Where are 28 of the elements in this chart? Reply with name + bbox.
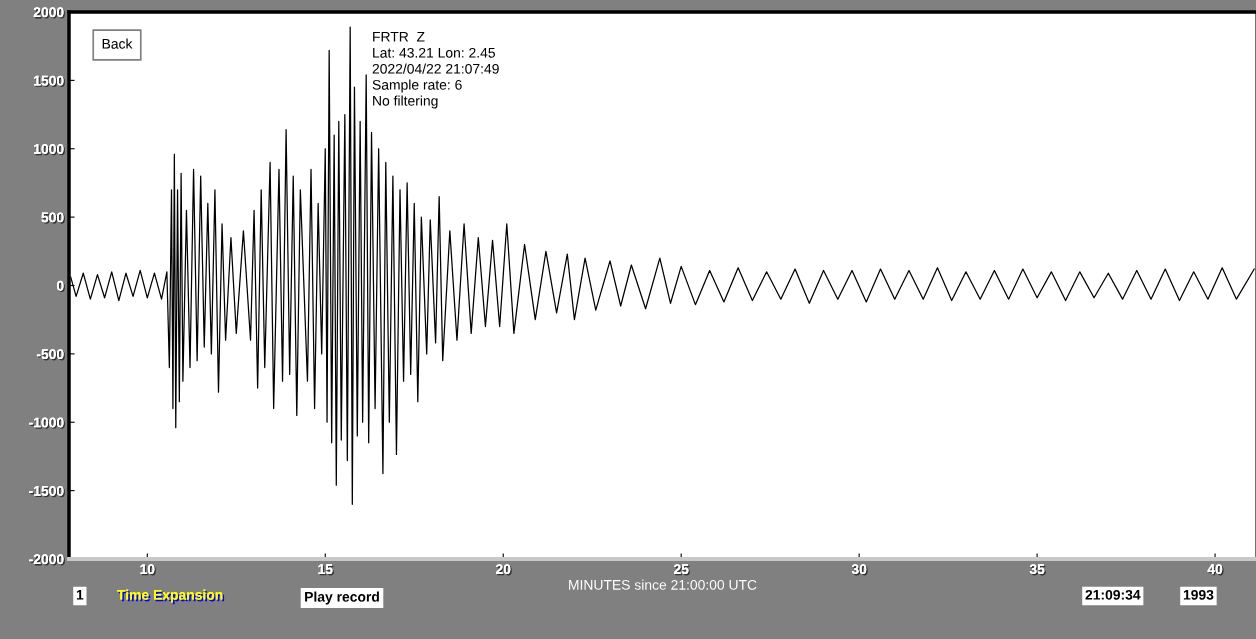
annotation: No filtering (373, 95, 438, 109)
annotation: Back (102, 38, 133, 49)
annotation: Lat: 43.21 Lon: 2.45 (373, 47, 495, 58)
text: Time Expansion (117, 589, 225, 605)
y-tick-label: 0 (56, 280, 65, 293)
y-tick-label: -1000 (29, 417, 65, 429)
y-tick-label: 1000 (34, 144, 65, 156)
text: 1993 (1183, 589, 1214, 600)
x-tick-label: 40 (1207, 564, 1224, 576)
annotation: 2022/04/22 21:07:49 (372, 63, 499, 74)
x-tick-label: 30 (851, 564, 868, 576)
annotation: FRTR Z (373, 32, 425, 42)
text: 21:09:34 (1085, 589, 1141, 600)
x-tick-label: 10 (140, 564, 156, 576)
y-tick-label: -1500 (29, 485, 65, 498)
x-tick-label: 15 (318, 564, 334, 576)
y-tick-label: 1500 (34, 75, 65, 87)
text: Play record (305, 591, 379, 605)
text: 1 (76, 590, 84, 600)
x-axis-title: MINUTES since 21:00:00 UTC (569, 579, 757, 590)
y-tick-label: -2000 (29, 554, 65, 566)
y-tick-label: 2000 (33, 7, 65, 19)
annotation: Sample rate: 6 (372, 79, 462, 93)
x-tick-label: 25 (673, 564, 690, 576)
y-tick-label: -500 (36, 349, 65, 361)
y-tick-label: 500 (41, 212, 65, 224)
x-tick-label: 20 (495, 564, 512, 576)
x-tick-label: 35 (1029, 564, 1046, 576)
